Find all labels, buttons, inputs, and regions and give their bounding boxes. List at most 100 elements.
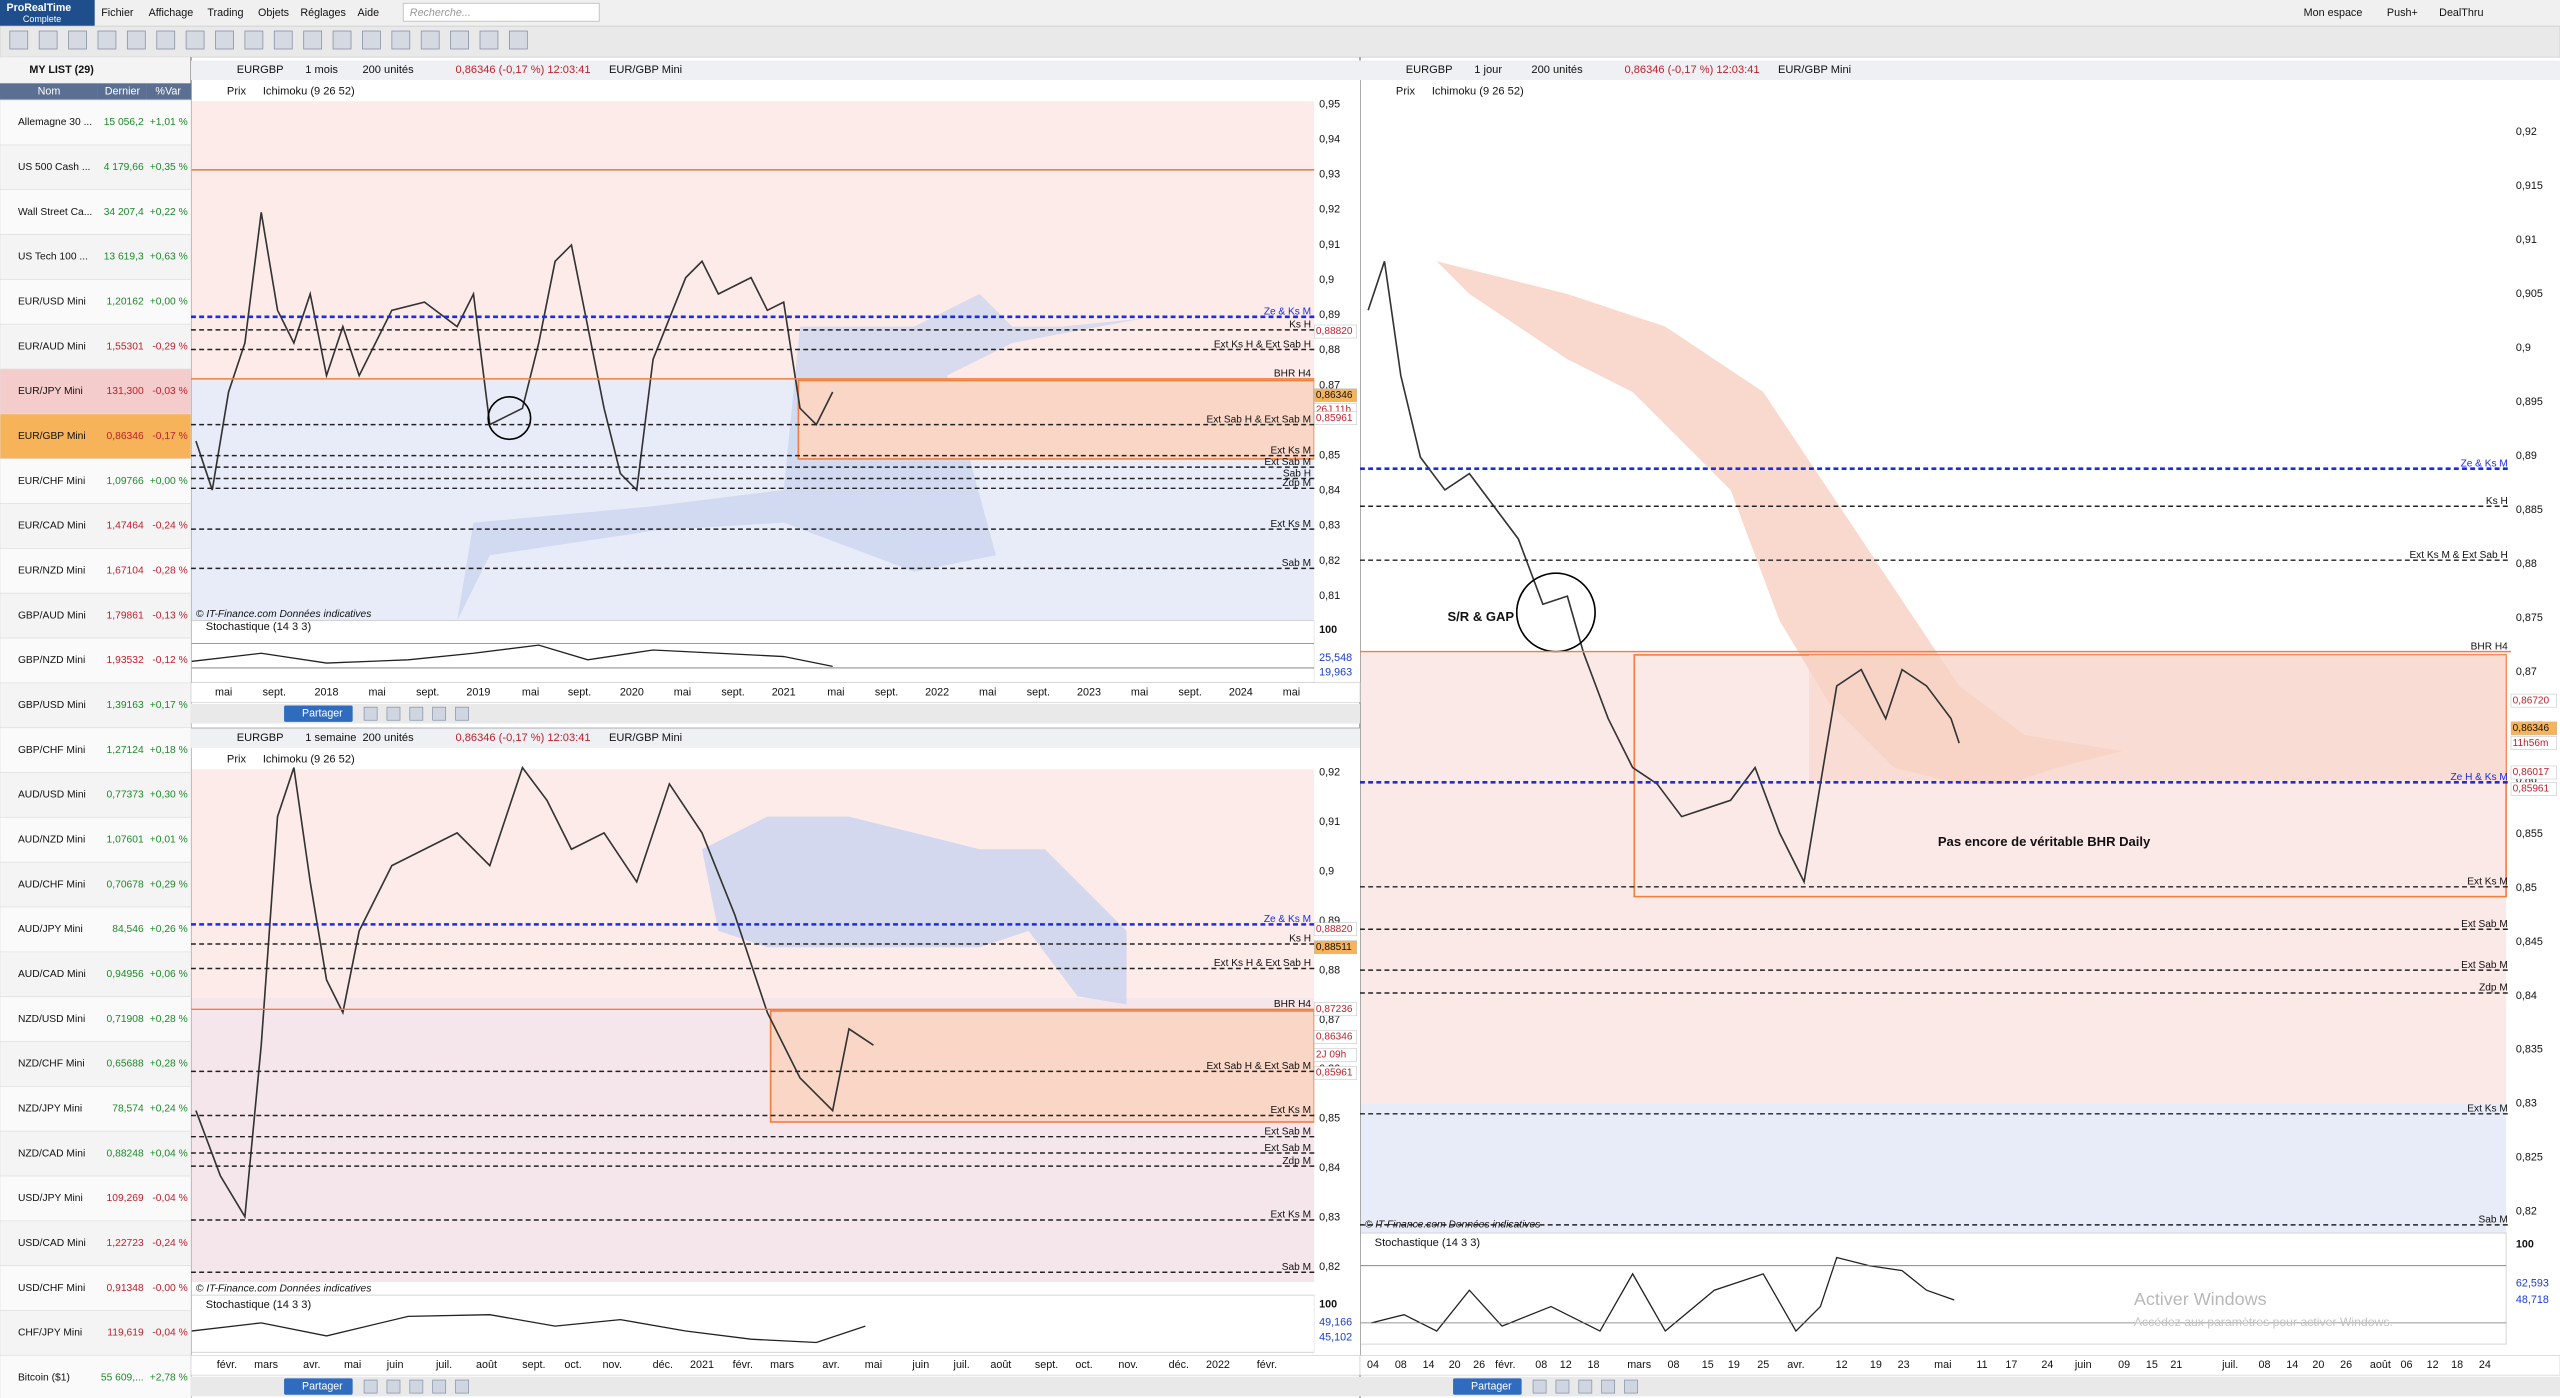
top-right-item[interactable]: DealThru <box>2439 7 2483 19</box>
top-right-item[interactable]: Mon espace <box>2304 7 2363 19</box>
watchlist-cell: +0,04 % <box>150 1148 188 1159</box>
indicator[interactable]: Prix <box>1396 85 1416 97</box>
indicator[interactable]: Ichimoku (9 26 52) <box>263 85 355 97</box>
watchlist-row[interactable] <box>0 1130 192 1177</box>
watchlist-row[interactable] <box>0 727 192 773</box>
timeframe[interactable]: 1 jour <box>1474 64 1502 76</box>
watchlist-row[interactable] <box>0 592 192 639</box>
toolbar-icon[interactable] <box>363 1379 378 1394</box>
menu-item[interactable]: Trading <box>207 7 243 19</box>
symbol[interactable]: EURGBP <box>1406 64 1453 76</box>
watchlist-row[interactable] <box>0 99 192 146</box>
toolbar-icon[interactable] <box>409 1379 424 1394</box>
watchlist-row[interactable] <box>0 279 192 325</box>
toolbar-icon[interactable] <box>409 706 424 721</box>
share-label[interactable]: Partager <box>302 1380 343 1392</box>
toolbar-icon[interactable] <box>386 1379 401 1394</box>
menu-item[interactable]: Objets <box>258 7 289 19</box>
tool-icon[interactable] <box>215 30 234 50</box>
watchlist-row[interactable] <box>0 189 192 235</box>
menu-item[interactable]: Affichage <box>149 7 194 19</box>
watchlist-row[interactable] <box>0 861 192 908</box>
watchlist-row[interactable] <box>0 1086 192 1132</box>
toolbar-icon[interactable] <box>363 706 378 721</box>
indicator[interactable]: Ichimoku (9 26 52) <box>263 753 355 765</box>
toolbar-icon[interactable] <box>455 1379 469 1394</box>
watchlist-row[interactable] <box>0 503 192 549</box>
tool-icon[interactable] <box>97 30 117 50</box>
watchlist-cell: 0,91348 <box>107 1283 144 1294</box>
watchlist-row[interactable] <box>0 368 192 415</box>
top-right-item[interactable]: Push+ <box>2387 7 2418 19</box>
tool-icon[interactable] <box>273 30 293 50</box>
watchlist-row[interactable] <box>0 1175 192 1222</box>
symbol[interactable]: EURGBP <box>237 732 284 744</box>
tool-icon[interactable] <box>38 30 58 50</box>
toolbar-icon[interactable] <box>1578 1379 1593 1394</box>
toolbar-icon[interactable] <box>1601 1379 1616 1394</box>
column-label[interactable]: Nom <box>38 85 61 97</box>
tool-icon[interactable] <box>9 30 29 50</box>
tool-icon[interactable] <box>68 30 87 50</box>
toolbar-icon[interactable] <box>432 1379 447 1394</box>
watchlist-row[interactable] <box>0 906 192 953</box>
share-button[interactable] <box>284 1378 353 1395</box>
price-tag <box>1314 1002 1357 1017</box>
search-box[interactable] <box>402 2 600 22</box>
share-button[interactable] <box>284 705 353 722</box>
share-button[interactable] <box>1453 1378 1522 1395</box>
toolbar-icon[interactable] <box>1532 1379 1547 1394</box>
toolbar-icon[interactable] <box>1624 1379 1638 1394</box>
indicator[interactable]: Prix <box>227 753 247 765</box>
watchlist-row[interactable] <box>0 637 192 684</box>
tool-icon[interactable] <box>391 30 411 50</box>
tool-icon[interactable] <box>244 30 264 50</box>
timeframe[interactable]: 1 mois <box>305 64 338 76</box>
tool-icon[interactable] <box>479 30 499 50</box>
units[interactable]: 200 unités <box>362 64 414 76</box>
price-tag <box>2510 693 2557 708</box>
toolbar-icon[interactable] <box>1555 1379 1570 1394</box>
watchlist-row[interactable] <box>0 234 192 280</box>
x-label: sept. <box>522 1359 545 1371</box>
toolbar-icon[interactable] <box>455 706 469 721</box>
tool-icon[interactable] <box>126 30 146 50</box>
toolbar-icon[interactable] <box>432 706 447 721</box>
watchlist-row[interactable] <box>0 682 192 728</box>
column-label[interactable]: %Var <box>155 85 181 97</box>
toolbar <box>0 25 2560 58</box>
tool-icon[interactable] <box>420 30 440 50</box>
indicator[interactable]: Prix <box>227 85 247 97</box>
watchlist-row[interactable] <box>0 144 192 191</box>
watchlist-row[interactable] <box>0 817 192 863</box>
tool-icon[interactable] <box>303 30 323 50</box>
units[interactable]: 200 unités <box>1531 64 1583 76</box>
tool-icon[interactable] <box>450 30 469 50</box>
tool-icon[interactable] <box>362 30 381 50</box>
tool-icon[interactable] <box>508 30 528 50</box>
tool-icon[interactable] <box>185 30 205 50</box>
share-label[interactable]: Partager <box>1471 1380 1512 1392</box>
menu-item[interactable]: Aide <box>358 7 380 19</box>
share-label[interactable]: Partager <box>302 707 343 719</box>
watchlist-row[interactable] <box>0 1265 192 1311</box>
x-label: 08 <box>1667 1359 1679 1371</box>
tool-icon[interactable] <box>156 30 176 50</box>
watchlist-row[interactable] <box>0 1041 192 1087</box>
watchlist-row[interactable] <box>0 413 192 460</box>
watchlist-row[interactable] <box>0 1220 192 1266</box>
indicator[interactable]: Ichimoku (9 26 52) <box>1432 85 1524 97</box>
menu-item[interactable]: Fichier <box>101 7 134 19</box>
timeframe[interactable]: 1 semaine <box>305 732 356 744</box>
watchlist-row[interactable] <box>0 1355 192 1398</box>
symbol[interactable]: EURGBP <box>237 64 284 76</box>
units[interactable]: 200 unités <box>362 732 414 744</box>
toolbar-icon[interactable] <box>386 706 401 721</box>
tool-icon[interactable] <box>332 30 352 50</box>
column-label[interactable]: Dernier <box>105 85 141 97</box>
menu-item[interactable]: Réglages <box>300 7 345 19</box>
watchlist-row[interactable] <box>0 996 192 1042</box>
watchlist-row[interactable] <box>0 951 192 997</box>
watchlist-row[interactable] <box>0 323 192 370</box>
watchlist-row[interactable] <box>0 772 192 818</box>
